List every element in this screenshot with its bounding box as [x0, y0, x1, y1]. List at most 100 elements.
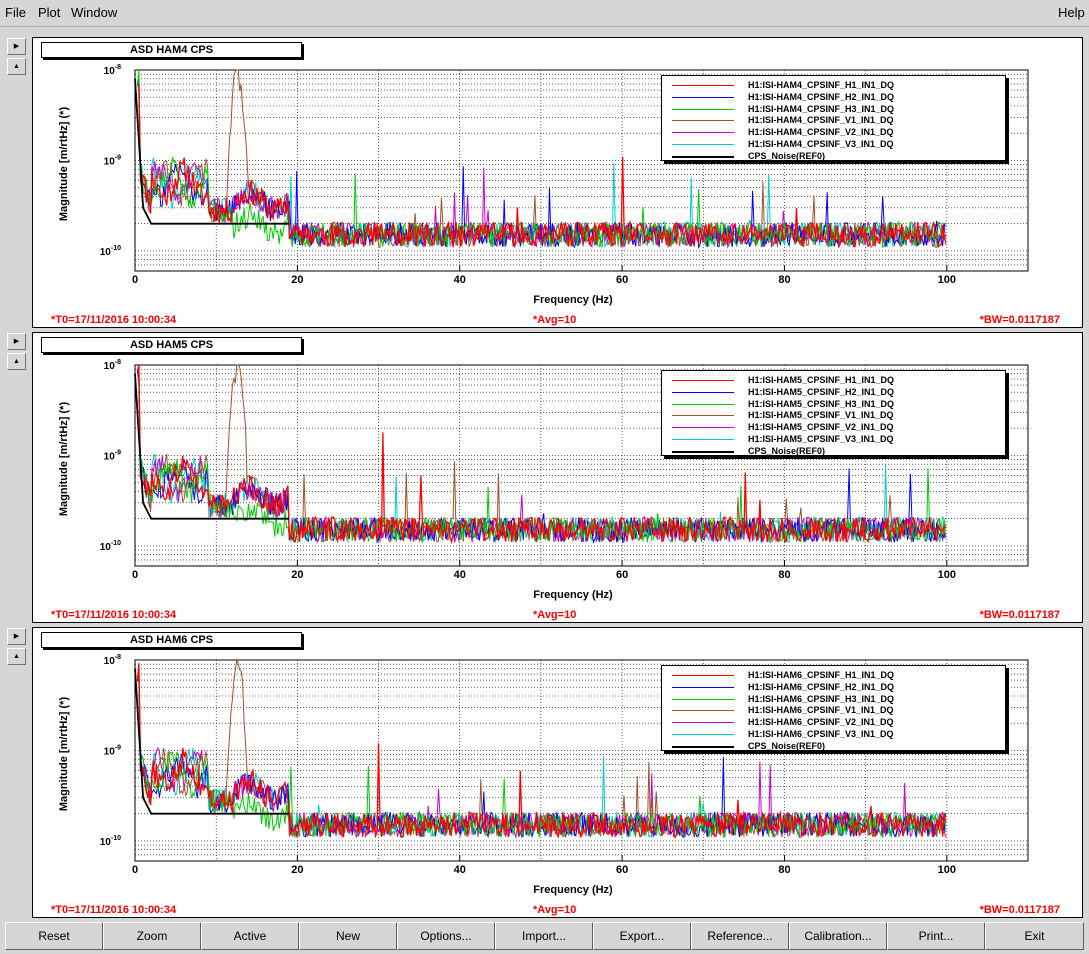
legend-swatch	[672, 450, 734, 453]
t0-label: *T0=17/11/2016 10:00:34	[51, 609, 177, 621]
expand-arrow-icon[interactable]: ▶	[7, 628, 26, 645]
series-line	[137, 83, 947, 249]
x-tick-label: 20	[291, 274, 303, 286]
plot-area	[134, 364, 1029, 567]
legend-entry: H1:ISI-HAM5_CPSINF_H3_IN1_DQ	[662, 398, 1005, 410]
legend-swatch	[672, 698, 734, 700]
zoom-button[interactable]: Zoom	[103, 922, 201, 950]
exit-button[interactable]: Exit	[985, 922, 1084, 950]
legend-label: CPS_Noise(REF0)	[748, 150, 826, 161]
collapse-arrow-icon[interactable]: ▲	[7, 58, 26, 75]
expand-arrow-icon[interactable]: ▶	[7, 333, 26, 350]
export-button[interactable]: Export...	[593, 922, 691, 950]
x-tick-label: 20	[291, 864, 303, 876]
legend[interactable]: H1:ISI-HAM6_CPSINF_H1_IN1_DQ H1:ISI-HAM6_…	[661, 665, 1006, 751]
legend-label: H1:ISI-HAM5_CPSINF_V1_IN1_DQ	[748, 410, 894, 421]
series-line	[136, 364, 947, 545]
legend-entry: H1:ISI-HAM5_CPSINF_V3_IN1_DQ	[662, 433, 1005, 445]
calibration-button[interactable]: Calibration...	[789, 922, 887, 950]
y-tick-label: 10-9	[104, 744, 121, 757]
y-axis-label: Magnitude [m/rtHz] (*)	[58, 401, 70, 517]
legend-label: H1:ISI-HAM4_CPSINF_V1_IN1_DQ	[748, 115, 894, 126]
legend-entry: H1:ISI-HAM6_CPSINF_H3_IN1_DQ	[662, 693, 1005, 705]
legend-swatch	[672, 722, 734, 724]
reference-line	[134, 373, 290, 520]
menu-plot[interactable]: Plot	[38, 5, 61, 20]
y-tick-label: 10-10	[100, 835, 121, 848]
legend-label: H1:ISI-HAM4_CPSINF_H1_IN1_DQ	[748, 80, 895, 90]
y-tick-label: 10-8	[104, 359, 121, 372]
legend-swatch	[672, 686, 734, 688]
reference-button[interactable]: Reference...	[691, 922, 789, 950]
avg-label: *Avg=10	[533, 314, 577, 326]
menu-window[interactable]: Window	[71, 5, 118, 20]
menu-help[interactable]: Help	[1058, 5, 1085, 20]
series-line	[137, 680, 946, 839]
collapse-arrow-icon[interactable]: ▲	[7, 353, 26, 370]
x-tick-label: 60	[616, 569, 628, 581]
plot-canvas[interactable]: 0 20 40 60 80 100 10-10 10-9 10-8 ASD HAM6 CPS Mag…	[32, 627, 1083, 918]
legend-entry: H1:ISI-HAM6_CPSINF_H1_IN1_DQ	[662, 669, 1005, 681]
legend-label: H1:ISI-HAM5_CPSINF_H1_IN1_DQ	[748, 375, 895, 385]
y-axis-label: Magnitude [m/rtHz] (*)	[58, 106, 70, 222]
reference-line	[134, 668, 290, 815]
collapse-arrow-icon[interactable]: ▲	[7, 648, 26, 665]
plot-title: ASD HAM4 CPS	[41, 42, 302, 58]
legend-swatch	[672, 85, 734, 86]
new-button[interactable]: New	[299, 922, 397, 950]
plot-canvas[interactable]: 0 20 40 60 80 100 10-10 10-9 10-8 ASD HAM5 CPS Mag…	[32, 332, 1083, 623]
active-button[interactable]: Active	[201, 922, 299, 950]
x-tick-label: 60	[616, 864, 628, 876]
legend-label: H1:ISI-HAM5_CPSINF_V3_IN1_DQ	[748, 434, 894, 444]
legend-label: H1:ISI-HAM6_CPSINF_V1_IN1_DQ	[748, 705, 894, 716]
menu-file[interactable]: File	[5, 5, 26, 20]
legend-label: H1:ISI-HAM4_CPSINF_H2_IN1_DQ	[748, 91, 895, 102]
plot-canvas[interactable]: 0 20 40 60 80 100 10-10 10-9 10-8 ASD HAM4 CPS Mag…	[32, 37, 1083, 328]
legend-entry: CPS_Noise(REF0)	[662, 445, 1005, 457]
legend[interactable]: H1:ISI-HAM5_CPSINF_H1_IN1_DQ H1:ISI-HAM5_…	[661, 370, 1006, 456]
bw-label: *BW=0.0117187	[979, 904, 1060, 916]
x-tick-label: 80	[778, 569, 790, 581]
legend-label: CPS_Noise(REF0)	[748, 445, 826, 456]
import-button[interactable]: Import...	[495, 922, 593, 950]
legend-entry: H1:ISI-HAM4_CPSINF_H1_IN1_DQ	[662, 79, 1005, 91]
y-tick-label: 10-9	[104, 449, 121, 462]
x-tick-label: 0	[132, 569, 138, 581]
x-tick-label: 100	[938, 569, 956, 581]
x-axis-label: Frequency (Hz)	[533, 589, 613, 601]
legend-label: H1:ISI-HAM5_CPSINF_H3_IN1_DQ	[748, 398, 895, 409]
y-tick-label: 10-9	[104, 154, 121, 167]
legend-entry: H1:ISI-HAM6_CPSINF_V1_IN1_DQ	[662, 704, 1005, 716]
x-tick-label: 80	[778, 864, 790, 876]
series-line	[136, 664, 947, 839]
print-button[interactable]: Print...	[887, 922, 985, 950]
legend-label: H1:ISI-HAM6_CPSINF_V3_IN1_DQ	[748, 729, 894, 739]
legend-entry: H1:ISI-HAM5_CPSINF_V2_IN1_DQ	[662, 421, 1005, 433]
x-axis-label: Frequency (Hz)	[533, 294, 613, 306]
expand-arrow-icon[interactable]: ▶	[7, 38, 26, 55]
legend-swatch	[672, 745, 734, 748]
legend-swatch	[672, 427, 734, 429]
plot-panel: ▶ ▲ 0 20 40 60 80 100 10-10 10-9 10-8 ASD HAM5 CPS M…	[0, 329, 1089, 623]
legend-swatch	[672, 675, 734, 676]
y-axis-label: Magnitude [m/rtHz] (*)	[58, 696, 70, 812]
plot-title: ASD HAM6 CPS	[41, 632, 302, 648]
options-button[interactable]: Options...	[397, 922, 495, 950]
legend-entry: CPS_Noise(REF0)	[662, 740, 1005, 752]
reset-button[interactable]: Reset	[5, 922, 103, 950]
reference-line	[134, 78, 290, 225]
legend-entry: H1:ISI-HAM6_CPSINF_H2_IN1_DQ	[662, 681, 1005, 693]
avg-label: *Avg=10	[533, 609, 577, 621]
legend[interactable]: H1:ISI-HAM4_CPSINF_H1_IN1_DQ H1:ISI-HAM4_…	[661, 75, 1006, 161]
legend-entry: H1:ISI-HAM4_CPSINF_H2_IN1_DQ	[662, 91, 1005, 103]
plot-area	[134, 659, 1029, 862]
legend-label: CPS_Noise(REF0)	[748, 740, 826, 751]
legend-swatch	[672, 108, 734, 110]
legend-label: H1:ISI-HAM5_CPSINF_H2_IN1_DQ	[748, 386, 895, 397]
avg-label: *Avg=10	[533, 904, 577, 916]
legend-label: H1:ISI-HAM6_CPSINF_H3_IN1_DQ	[748, 693, 895, 704]
legend-swatch	[672, 391, 734, 393]
legend-swatch	[672, 155, 734, 158]
x-tick-label: 40	[454, 864, 466, 876]
legend-swatch	[672, 144, 734, 145]
